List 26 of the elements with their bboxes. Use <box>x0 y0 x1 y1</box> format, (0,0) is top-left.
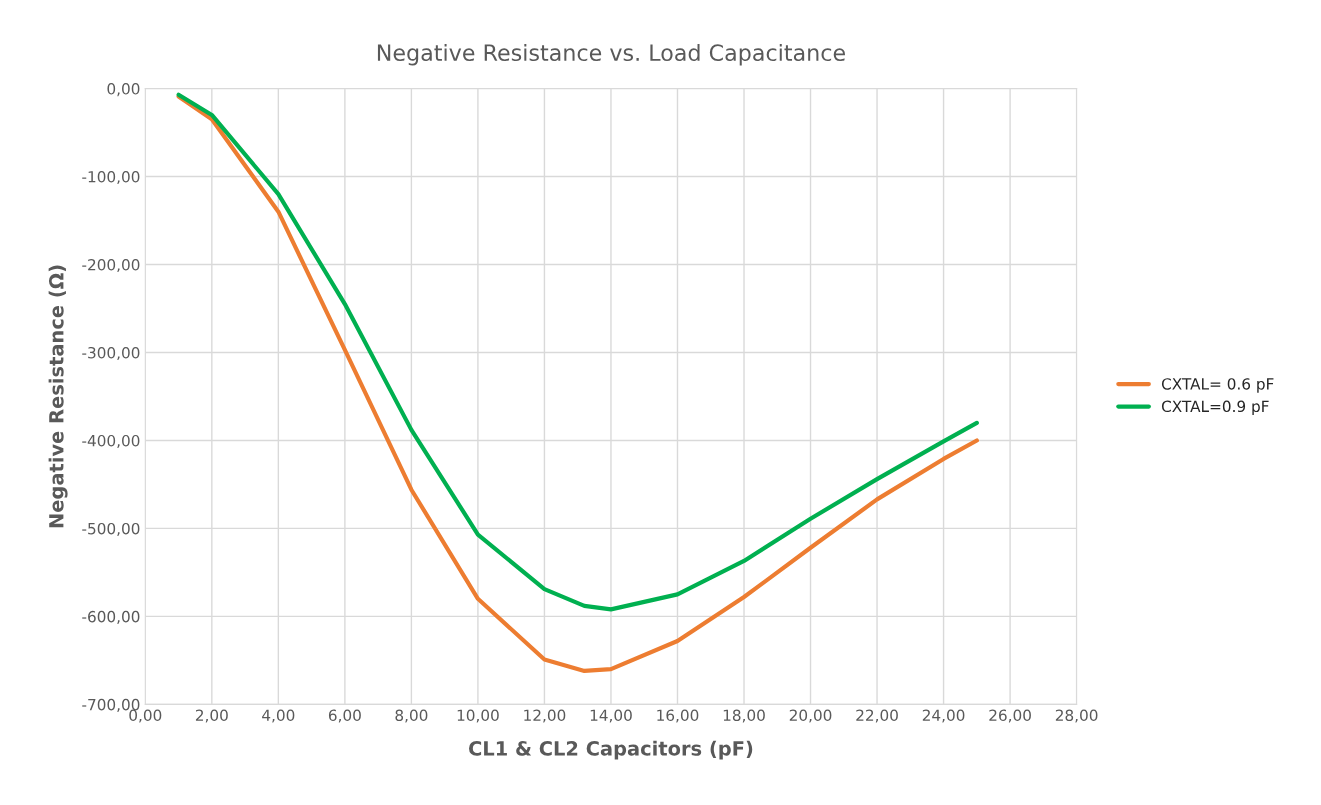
x-tick-label: 20,00 <box>789 709 832 723</box>
x-tick-label: 16,00 <box>657 709 699 723</box>
x-tick-label: 26,00 <box>989 709 1031 723</box>
x-tick-label: 4,00 <box>262 709 295 723</box>
y-tick-label: -500,00 <box>82 522 140 537</box>
x-tick-label: 10,00 <box>457 709 499 723</box>
x-tick-label: 14,00 <box>590 709 632 723</box>
x-tick-label: 8,00 <box>395 709 428 723</box>
x-tick-label: 18,00 <box>723 709 765 723</box>
legend-label: CXTAL=0.9 pF <box>1161 400 1269 416</box>
y-tick-label: -600,00 <box>82 610 140 624</box>
y-axis-title: Negative Resistance (Ω) <box>48 265 68 528</box>
x-tick-label: 22,00 <box>856 709 898 723</box>
x-tick-label: 24,00 <box>922 709 965 723</box>
y-tick-label: 0,00 <box>107 83 140 97</box>
x-axis-title: CL1 & CL2 Capacitors (pF) <box>469 740 753 760</box>
y-tick-label: -300,00 <box>82 346 140 361</box>
y-tick-label: -400,00 <box>82 434 140 449</box>
y-tick-label: -200,00 <box>82 258 140 273</box>
legend-label: CXTAL= 0.6 pF <box>1161 378 1274 393</box>
y-tick-label: -100,00 <box>82 170 140 185</box>
chart-title: Negative Resistance vs. Load Capacitance <box>377 43 845 66</box>
x-tick-label: 28,00 <box>1055 709 1098 723</box>
x-tick-label: 12,00 <box>524 709 566 723</box>
x-tick-label: 6,00 <box>328 709 361 723</box>
x-tick-label: 2,00 <box>195 709 228 723</box>
